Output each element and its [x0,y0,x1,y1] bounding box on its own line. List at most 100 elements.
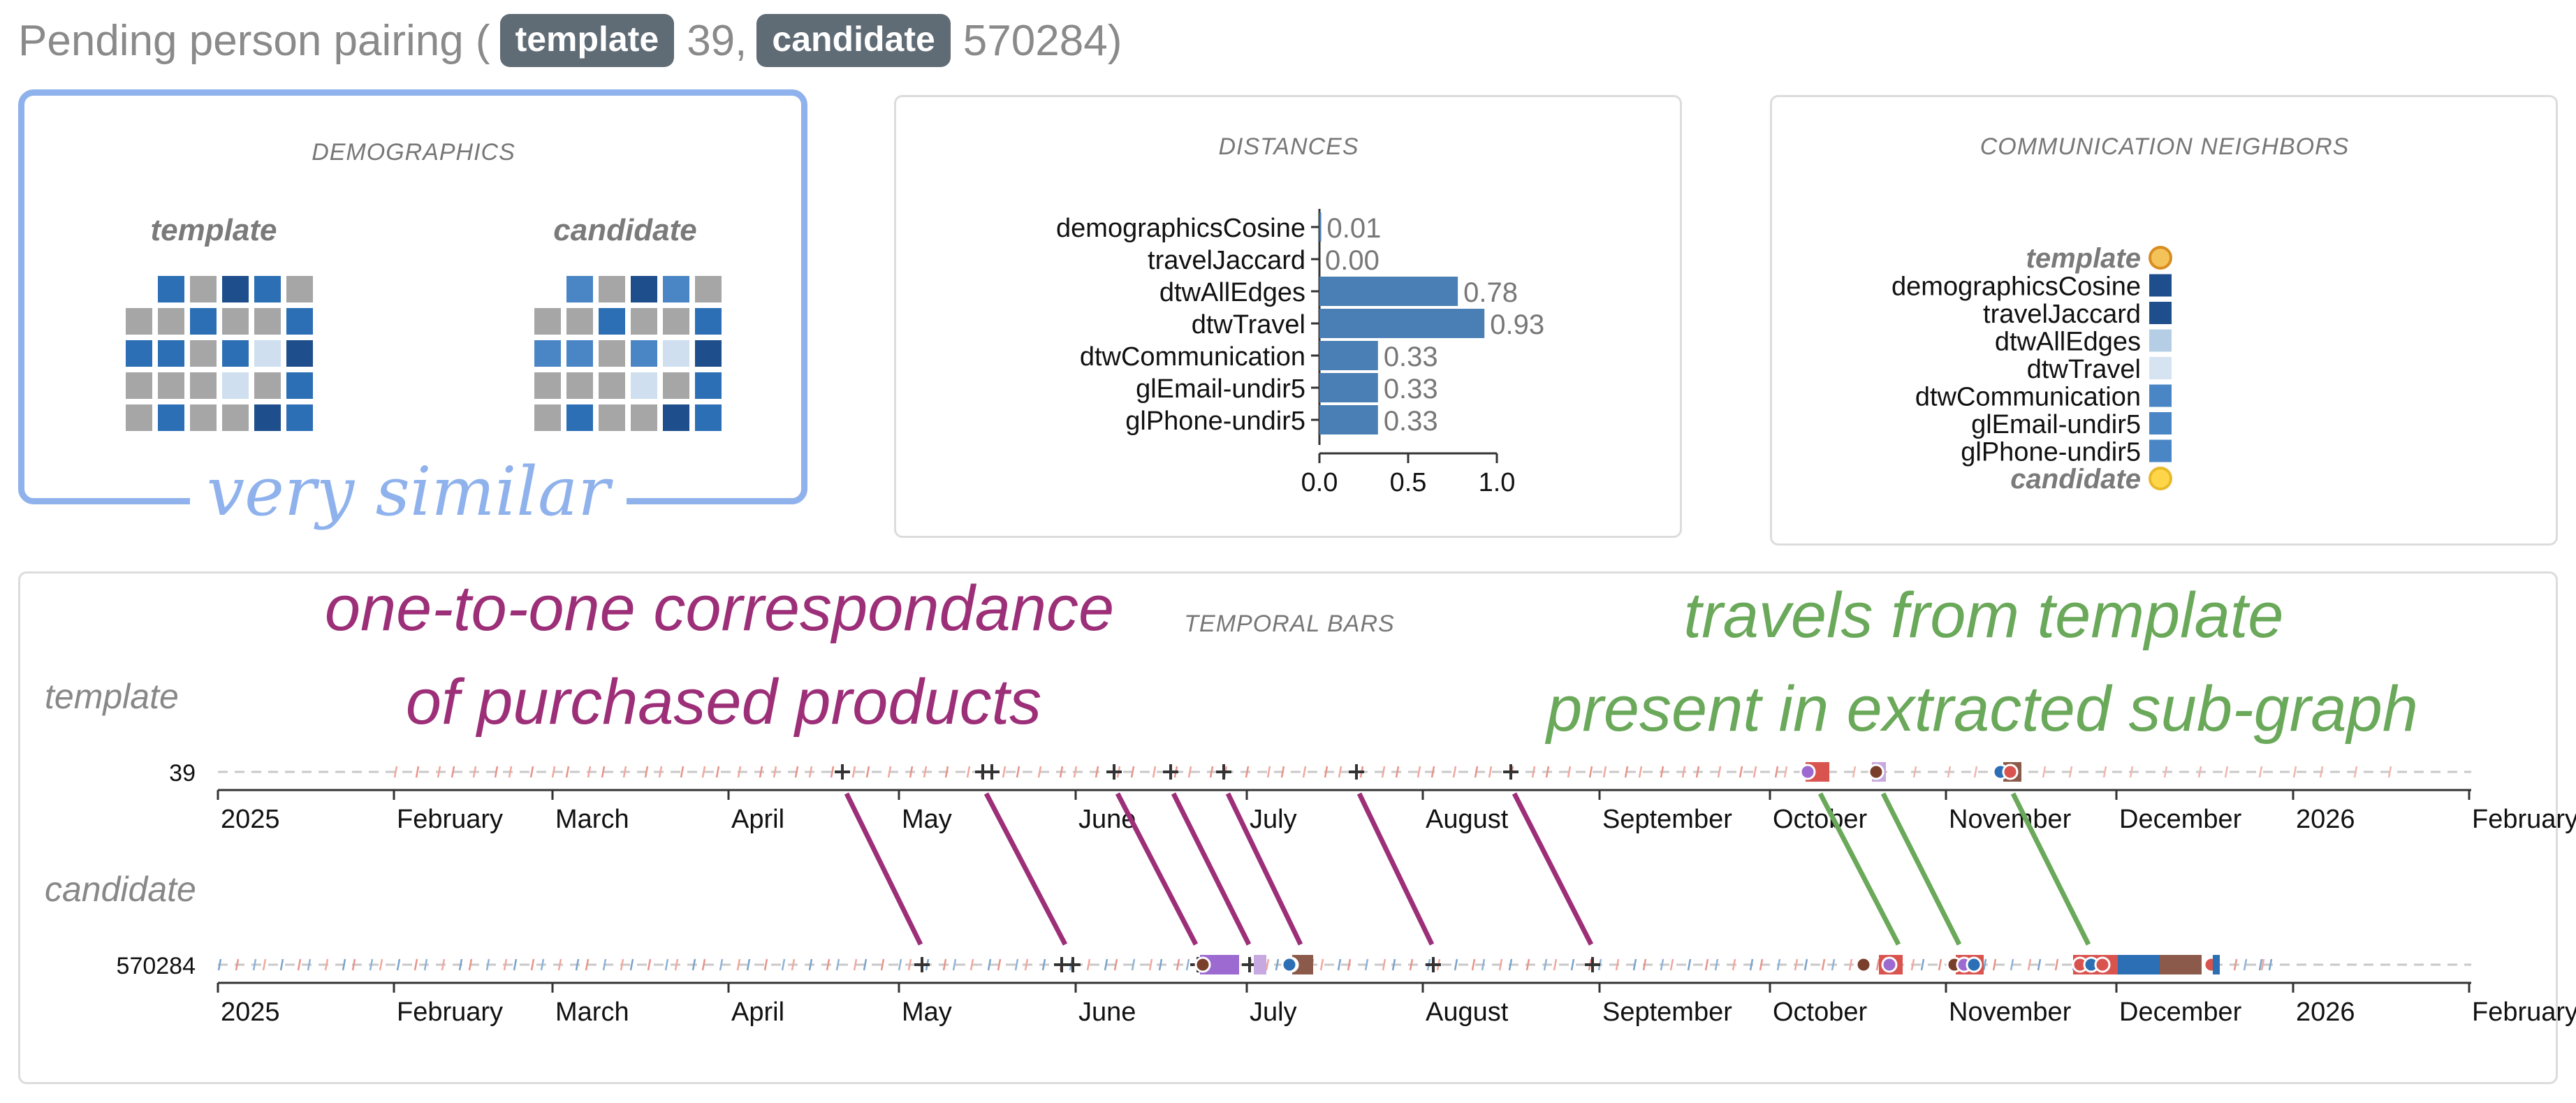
page-title: Pending person pairing ( template 39 , c… [18,13,1122,68]
neighbor-label: dtwTravel [2027,355,2141,384]
distance-value: 0.93 [1490,309,1544,340]
distance-label: dtwTravel [1192,310,1305,339]
candidate-demographic-cell [631,372,657,399]
candidate-demographic-cell [599,372,625,399]
template-demographic-cell [254,404,281,431]
distance-bar [1319,212,1322,242]
communication-neighbors-title: COMMUNICATION NEIGHBORS [1979,133,2350,160]
neighbor-label: template [2026,243,2142,274]
distances-x-tick-label: 0.5 [1390,468,1427,497]
distance-value: 0.33 [1384,374,1438,404]
candidate-demographic-cell [534,308,561,335]
candidate-demographic-cell [631,308,657,335]
neighbor-label: glEmail-undir5 [1971,410,2141,439]
distance-label: glPhone-undir5 [1125,407,1305,436]
neighbor-swatch [2149,412,2172,434]
candidate-demographic-cell [695,308,722,335]
candidate-demographic-cell [599,340,625,367]
template-demographic-cell [126,308,152,335]
candidate-badge: candidate [756,14,951,67]
candidate-demographic-cell [695,372,722,399]
candidate-demographic-cell [566,308,593,335]
candidate-demographic-cell [663,404,689,431]
distance-bar [1319,277,1458,306]
template-demographic-cell [254,276,281,302]
neighbor-label: candidate [2010,464,2141,495]
distance-label: dtwAllEdges [1159,278,1305,307]
neighbor-swatch [2149,384,2172,407]
neighbor-swatch [2149,439,2172,462]
distance-value: 0.01 [1327,213,1382,244]
candidate-demographic-cell [566,404,593,431]
template-demographic-cell [158,276,184,302]
template-demographic-cell [190,340,217,367]
neighbor-label: dtwCommunication [1915,383,2141,412]
template-demographic-cell [190,372,217,399]
template-demographics-grid [126,276,313,431]
demographics-panel[interactable]: DEMOGRAPHICS template candidate [18,89,807,504]
template-demographic-cell [286,276,313,302]
template-marker [2149,246,2172,270]
candidate-demographic-cell [663,372,689,399]
template-demographic-cell [126,340,152,367]
distance-label: travelJaccard [1148,246,1305,275]
neighbor-swatch [2149,329,2172,352]
template-demographic-cell [222,372,249,399]
distance-bar [1319,405,1378,434]
template-badge: template [499,14,675,67]
distance-bar [1319,341,1378,370]
template-demographic-cell [190,308,217,335]
communication-neighbors-legend: templatedemographicsCosinetravelJaccardd… [1891,243,2172,495]
candidate-demographic-cell [695,276,722,302]
candidate-demographic-cell [534,340,561,367]
candidate-marker [2149,467,2172,490]
title-prefix: Pending person pairing ( [18,16,490,65]
neighbor-swatch [2149,357,2172,379]
distance-bar [1319,309,1485,338]
candidate-demographic-cell [599,308,625,335]
template-demographics-label: template [150,213,277,247]
distances-panel[interactable]: DISTANCES demographicsCosine 0.01 travelJa… [894,95,1682,538]
template-demographic-cell [286,308,313,335]
distances-x-tick-label: 0.0 [1301,468,1338,497]
candidate-demographic-cell [566,340,593,367]
template-demographic-cell [158,404,184,431]
template-demographic-cell [222,276,249,302]
template-demographic-cell [158,340,184,367]
candidate-demographic-cell [566,276,593,302]
template-demographic-cell [158,372,184,399]
candidate-demographic-cell [534,276,561,302]
candidate-demographic-cell [599,276,625,302]
neighbor-label: dtwAllEdges [1995,328,2141,357]
template-demographic-cell [158,308,184,335]
demographics-title: DEMOGRAPHICS [312,139,515,166]
distance-label: glEmail-undir5 [1136,374,1305,404]
candidate-demographic-cell [631,404,657,431]
candidate-demographic-cell [663,276,689,302]
template-demographic-cell [190,276,217,302]
template-demographic-cell [254,372,281,399]
neighbor-label: demographicsCosine [1891,272,2141,302]
template-demographic-cell [286,404,313,431]
neighbor-swatch [2149,302,2172,324]
distances-x-tick-label: 1.0 [1479,468,1516,497]
template-demographic-cell [254,340,281,367]
template-id: 39 [687,16,736,65]
similarity-annotation-text: very similar [189,453,627,531]
template-demographic-cell [126,404,152,431]
template-demographic-cell [222,340,249,367]
candidate-demographic-cell [663,308,689,335]
candidate-id: 570284 [963,16,1108,65]
distances-chart: demographicsCosine 0.01 travelJaccard 0.00 d… [1056,209,1544,497]
distance-value: 0.33 [1384,406,1438,437]
distance-label: dtwCommunication [1080,342,1305,372]
title-separator: , [735,16,747,65]
temporal-bars-panel[interactable] [18,571,2558,1084]
candidate-demographic-cell [695,404,722,431]
template-demographic-cell [126,276,152,302]
candidate-demographics-grid [534,276,722,431]
template-demographic-cell [222,404,249,431]
communication-neighbors-panel[interactable]: COMMUNICATION NEIGHBORS template demograp… [1770,95,2558,546]
candidate-demographics-label: candidate [553,213,697,247]
template-demographic-cell [190,404,217,431]
